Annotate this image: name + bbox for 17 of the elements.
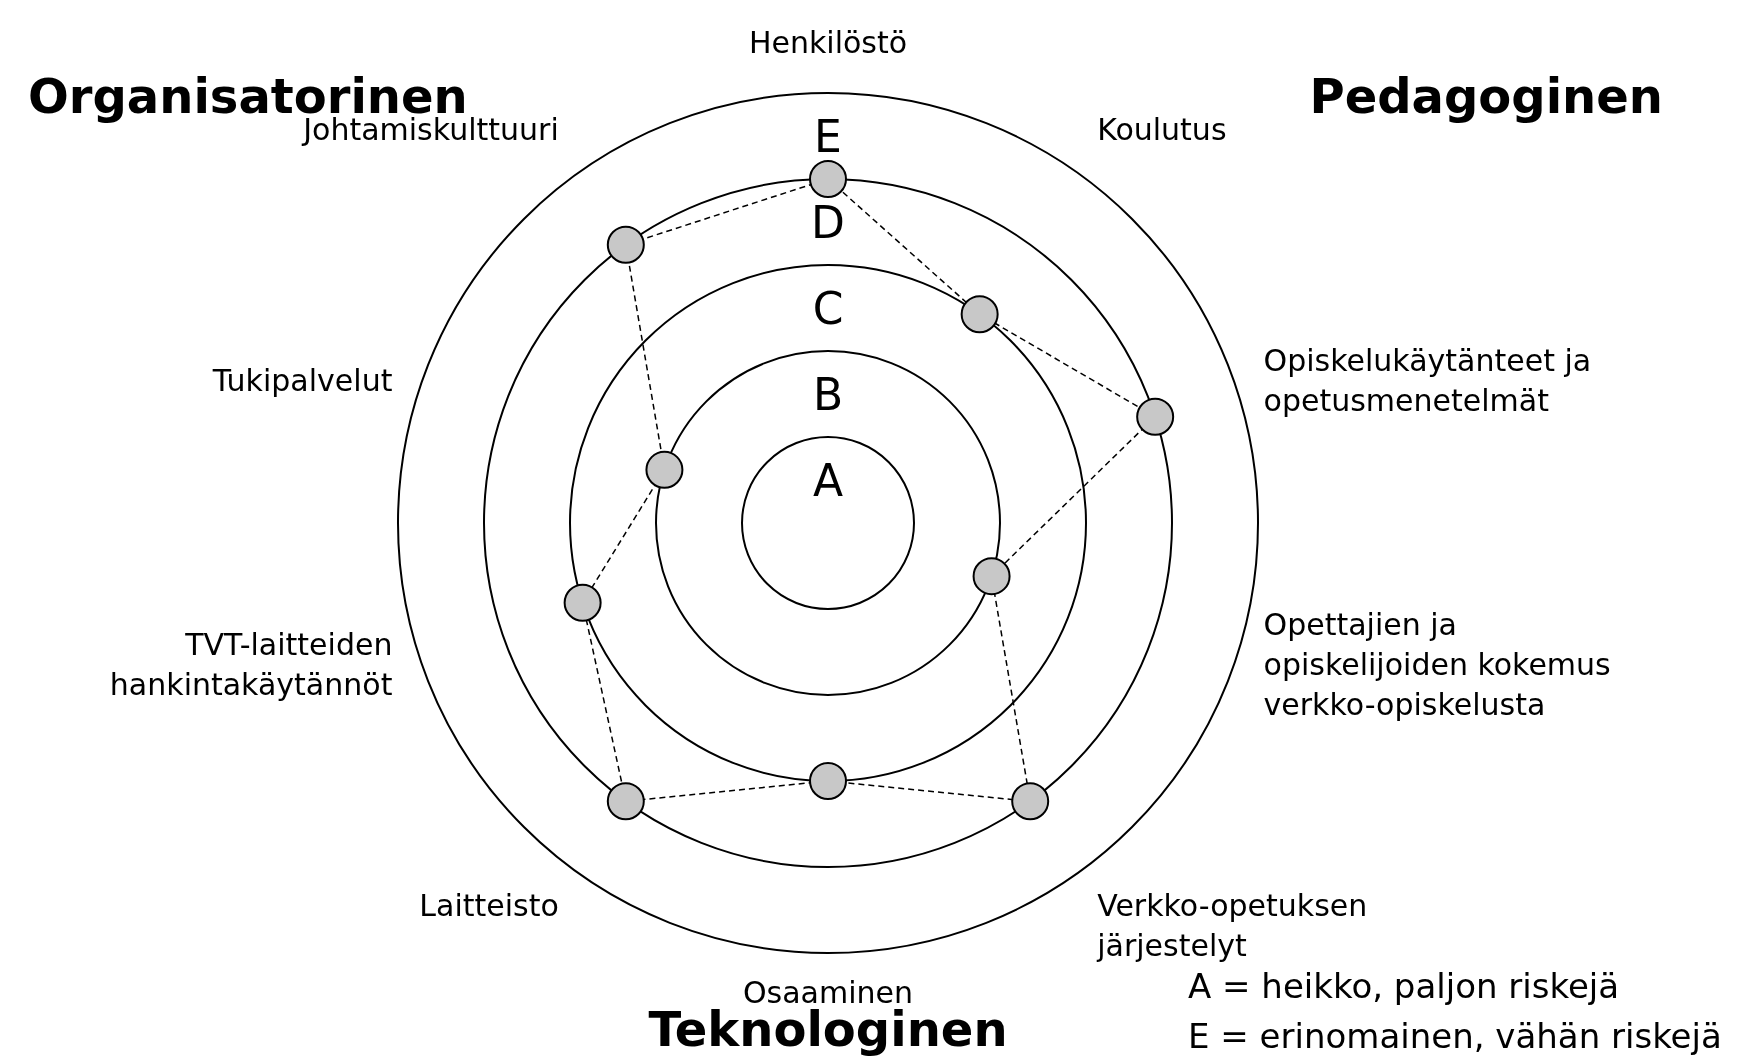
text: Pedagoginen [1309, 68, 1663, 124]
spoke-label: Tukipalvelut [211, 363, 393, 399]
spoke-label: Opiskelukäytänteet ja opetusmenetelmät [1263, 343, 1592, 419]
spoke-label: Henkilöstö [748, 25, 908, 60]
spoke-label: TVT-laitteiden hankintakäytännöt [109, 626, 393, 702]
y-tick-label: D [811, 196, 845, 248]
y-tick-label: B [812, 368, 844, 420]
y-tick-label: E [814, 110, 842, 162]
text: E = erinomainen, vähän riskejä [1188, 1016, 1722, 1056]
y-tick-label: C [812, 282, 844, 334]
spoke-label: Verkko-opetuksen järjestelyt [1096, 887, 1368, 963]
spoke-label: Opettajien ja opiskelijoiden kokemus verkko-opiskelusta [1263, 606, 1611, 722]
spoke-label: Laitteisto [419, 887, 559, 923]
text: A = heikko, paljon riskejä [1188, 966, 1620, 1006]
spoke-label: Koulutus [1097, 112, 1227, 148]
spoke-label: Osaaminen [742, 975, 914, 1010]
y-tick-label: A [812, 454, 844, 506]
